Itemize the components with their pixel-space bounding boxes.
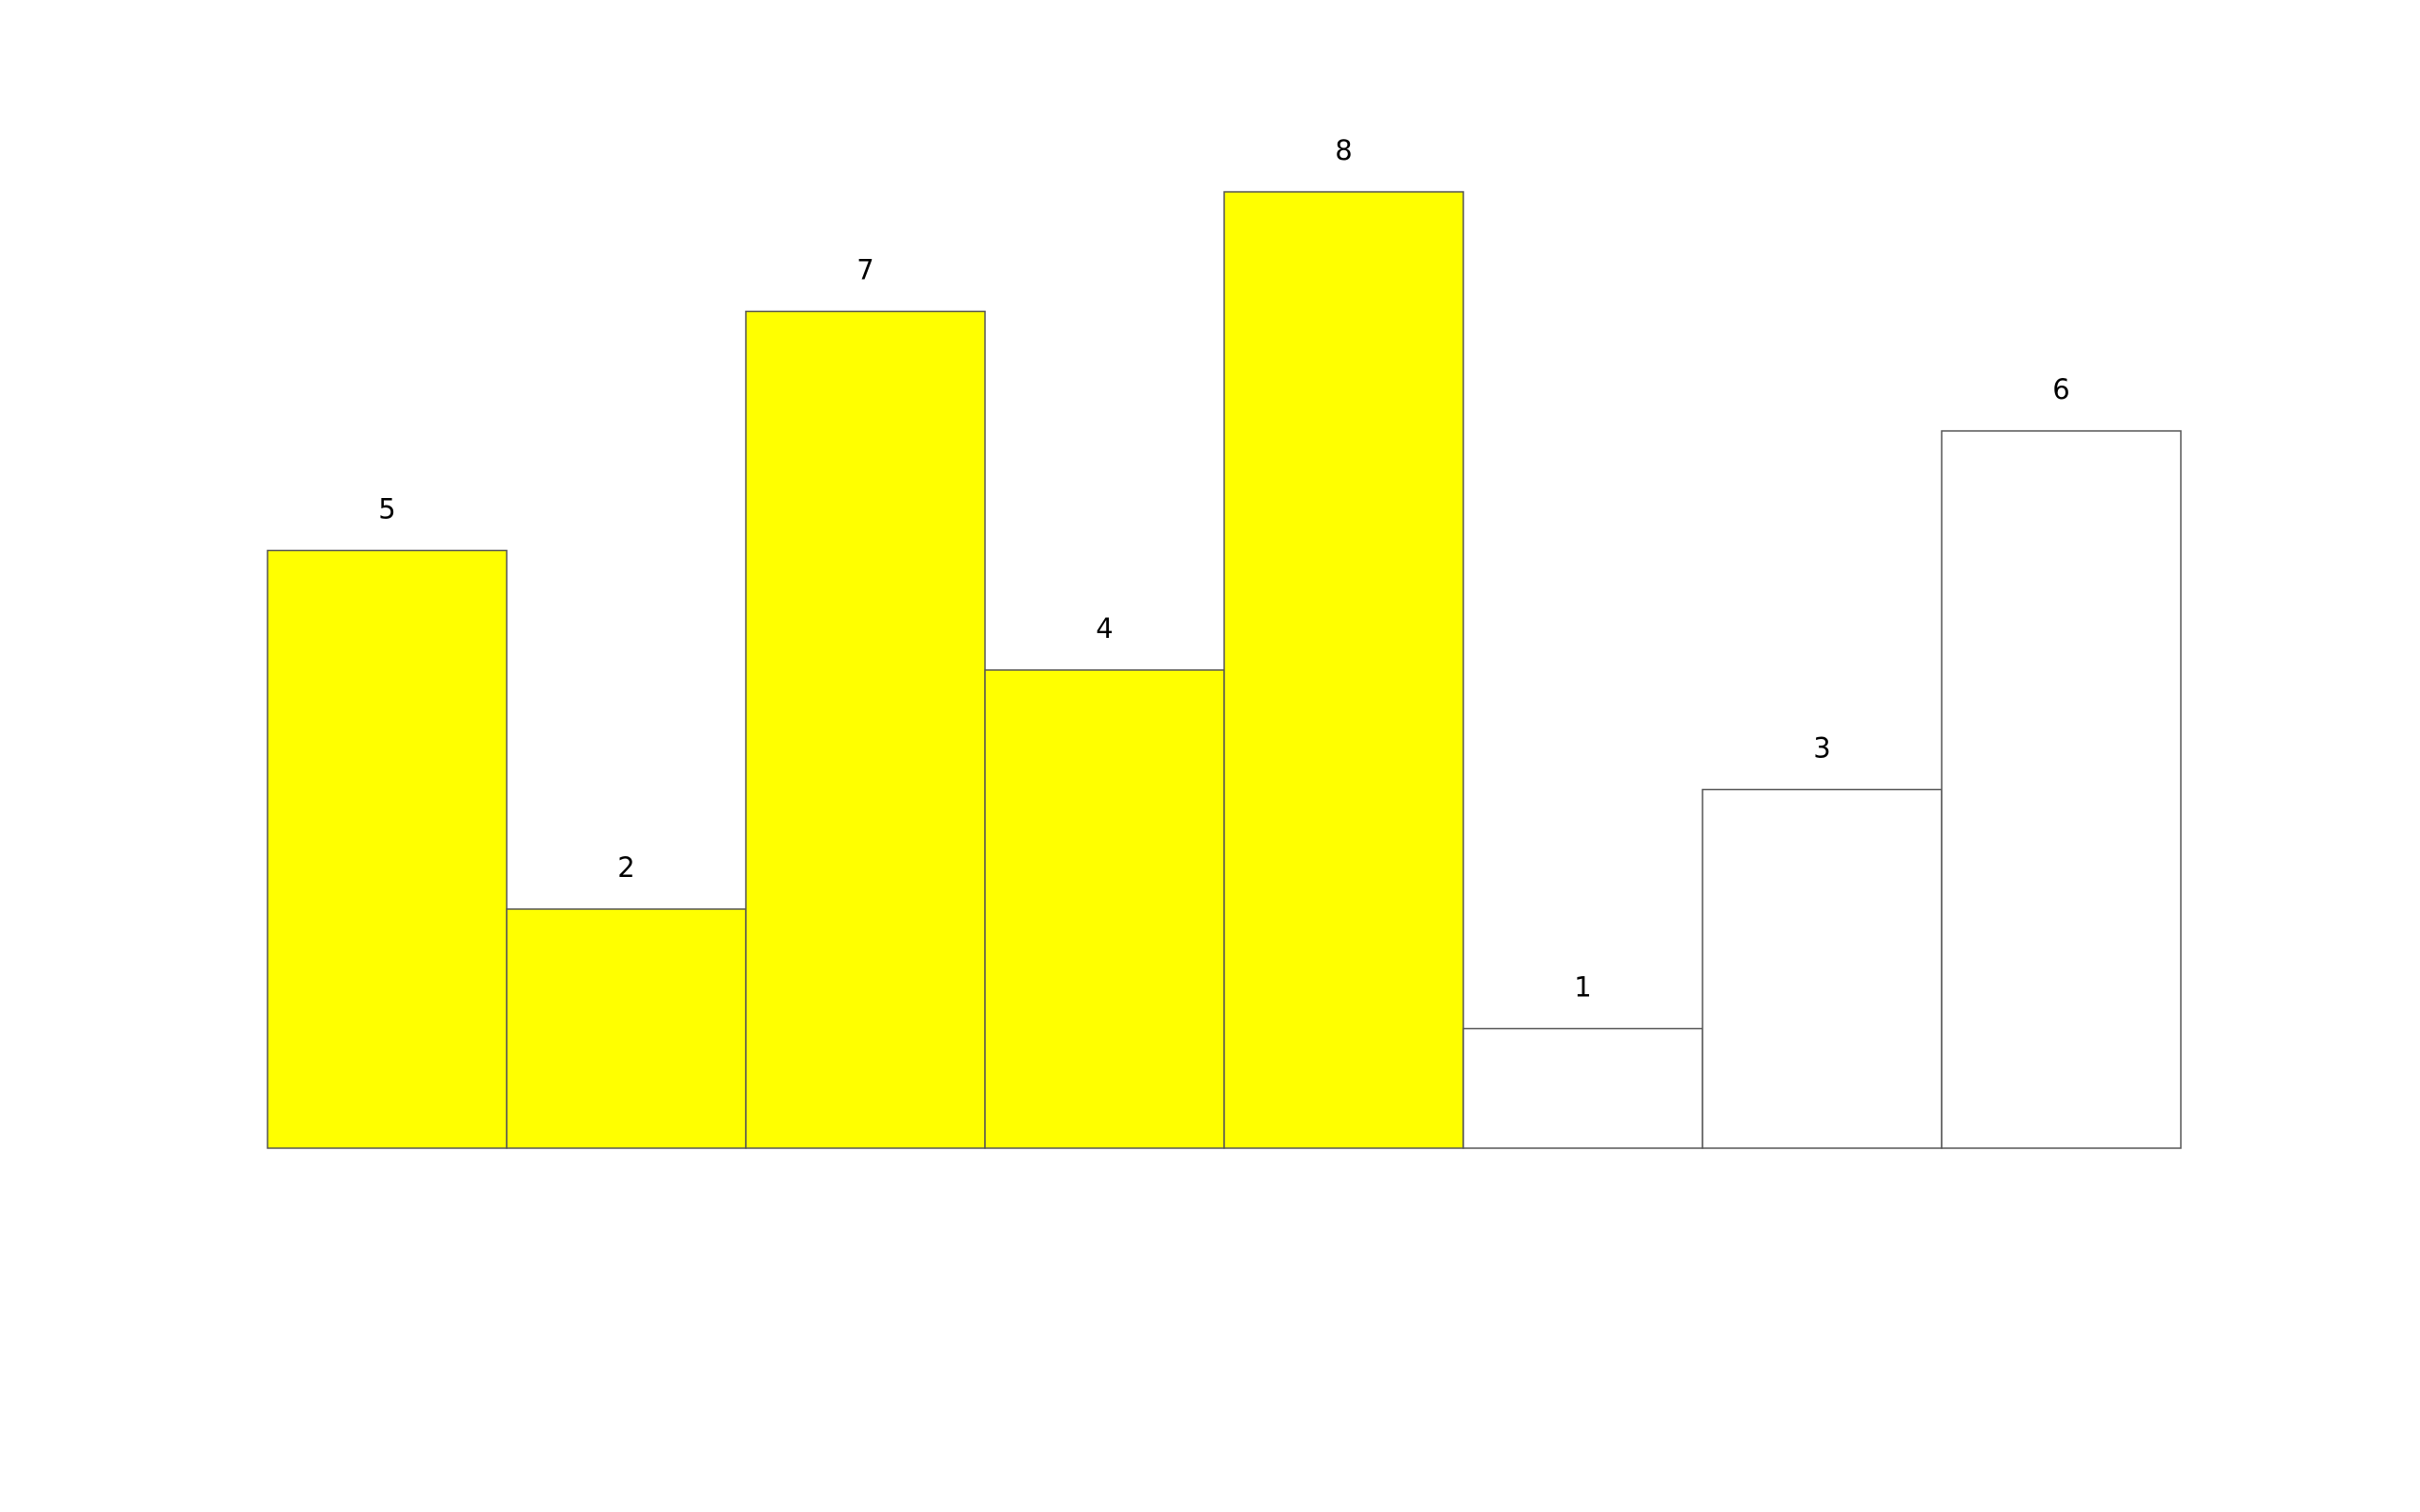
bar-8 <box>1941 430 2182 1149</box>
bar-value-label-4: 4 <box>1096 612 1113 644</box>
bar-value-label-7: 3 <box>1813 732 1830 765</box>
bars-group <box>267 191 2182 1149</box>
bar-value-label-3: 7 <box>856 254 873 286</box>
bar-1 <box>267 549 508 1149</box>
data-labels-group: 5 2 7 4 8 1 3 6 <box>378 134 2069 1004</box>
bar-2 <box>506 908 747 1149</box>
bar-value-label-5: 8 <box>1335 134 1352 166</box>
bar-5 <box>1223 191 1464 1149</box>
bar-value-label-8: 6 <box>2052 373 2069 405</box>
bar-4 <box>984 669 1225 1149</box>
bar-6 <box>1462 1027 1703 1149</box>
bar-value-label-6: 1 <box>1574 971 1591 1004</box>
bar-value-label-2: 2 <box>617 851 634 884</box>
bar-value-label-1: 5 <box>378 493 395 525</box>
bar-3 <box>745 310 986 1149</box>
bar-7 <box>1702 788 1943 1149</box>
